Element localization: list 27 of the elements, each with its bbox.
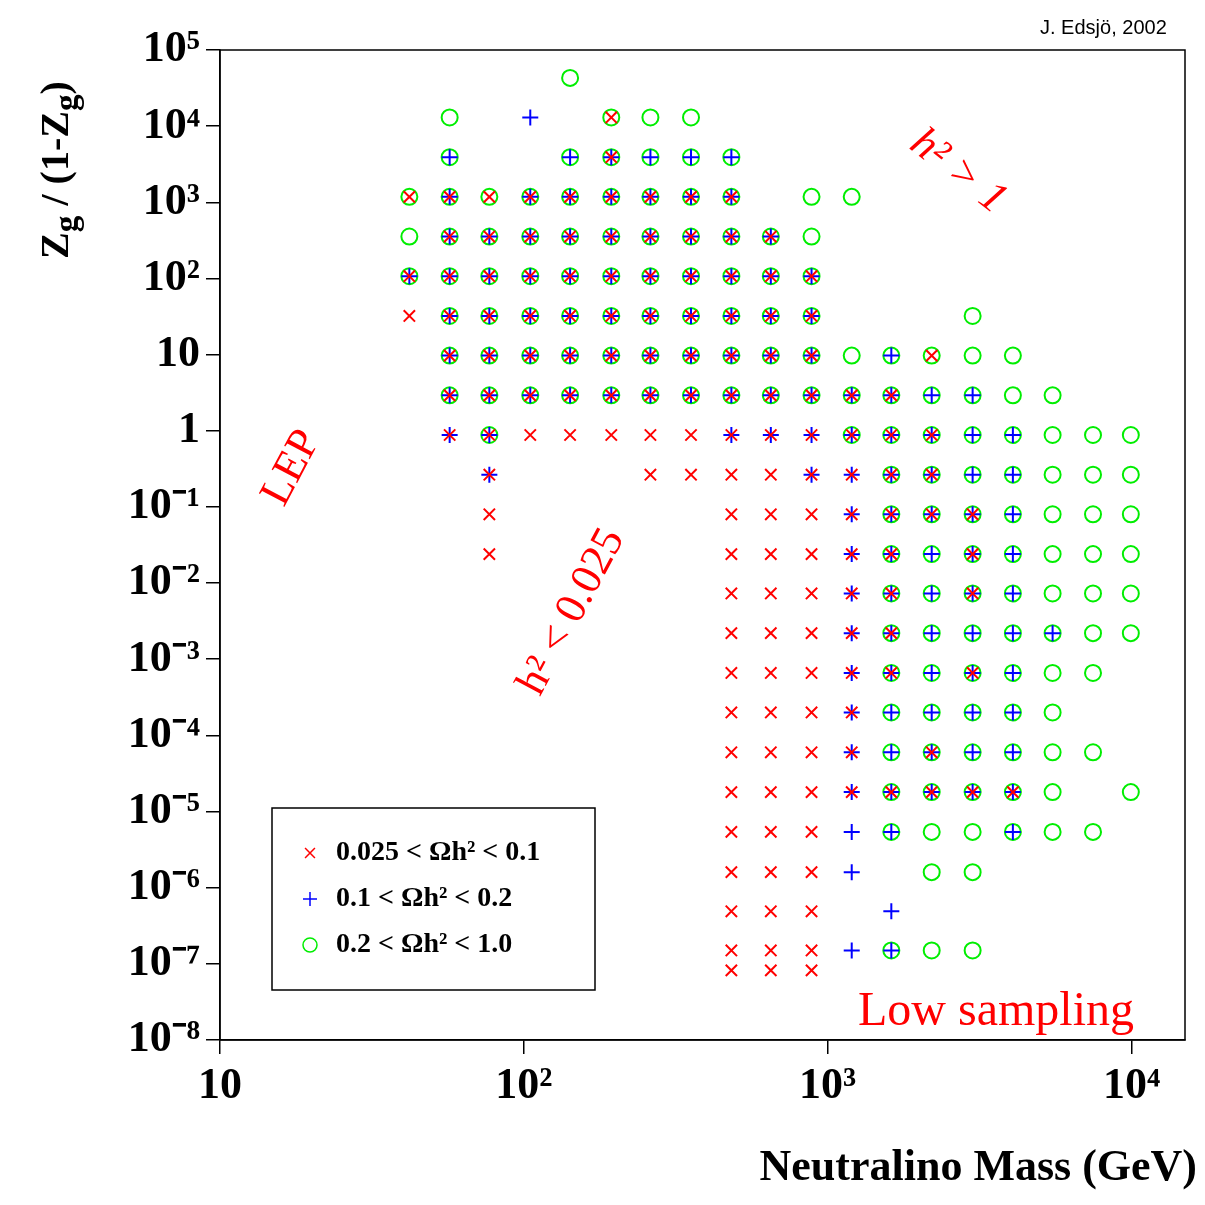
x-axis-title: Neutralino Mass (GeV): [759, 1140, 1197, 1191]
y-tick-label: 10²: [142, 250, 200, 300]
y-tick-label: 10: [156, 326, 200, 376]
x-tick-label: 10³: [799, 1058, 857, 1108]
y-tick-label: 10⁻⁴: [127, 707, 200, 757]
y-tick-label: 10⁻⁶: [127, 860, 200, 910]
y-tick-label: 10⁴: [142, 98, 200, 148]
legend-label: 0.1 < Ωh² < 0.2: [336, 881, 513, 913]
annotation: Low sampling: [858, 981, 1134, 1035]
annotation: LEP: [249, 420, 330, 513]
x-tick-label: 10⁴: [1102, 1058, 1161, 1108]
x-tick-label: 10²: [495, 1058, 553, 1108]
y-tick-label: 10⁻⁵: [127, 783, 200, 833]
y-tick-label: 1: [178, 403, 200, 453]
annotation: h² > 1: [901, 116, 1018, 223]
y-tick-label: 10⁻²: [127, 555, 200, 605]
y-tick-label: 10⁵: [142, 22, 200, 72]
legend-label: 0.2 < Ωh² < 1.0: [336, 927, 513, 959]
x-tick-label: 10: [198, 1058, 242, 1108]
y-tick-label: 10³: [142, 174, 200, 224]
y-tick-label: 10⁻³: [127, 631, 200, 681]
y-tick-label: 10⁻⁷: [127, 936, 200, 986]
y-tick-label: 10⁻⁸: [127, 1012, 200, 1062]
annotation: h² < 0.025: [505, 519, 634, 703]
y-tick-label: 10⁻¹: [127, 479, 200, 529]
text: J. Edsjö, 2002: [1040, 15, 1167, 38]
legend-label: 0.025 < Ωh² < 0.1: [336, 835, 541, 867]
